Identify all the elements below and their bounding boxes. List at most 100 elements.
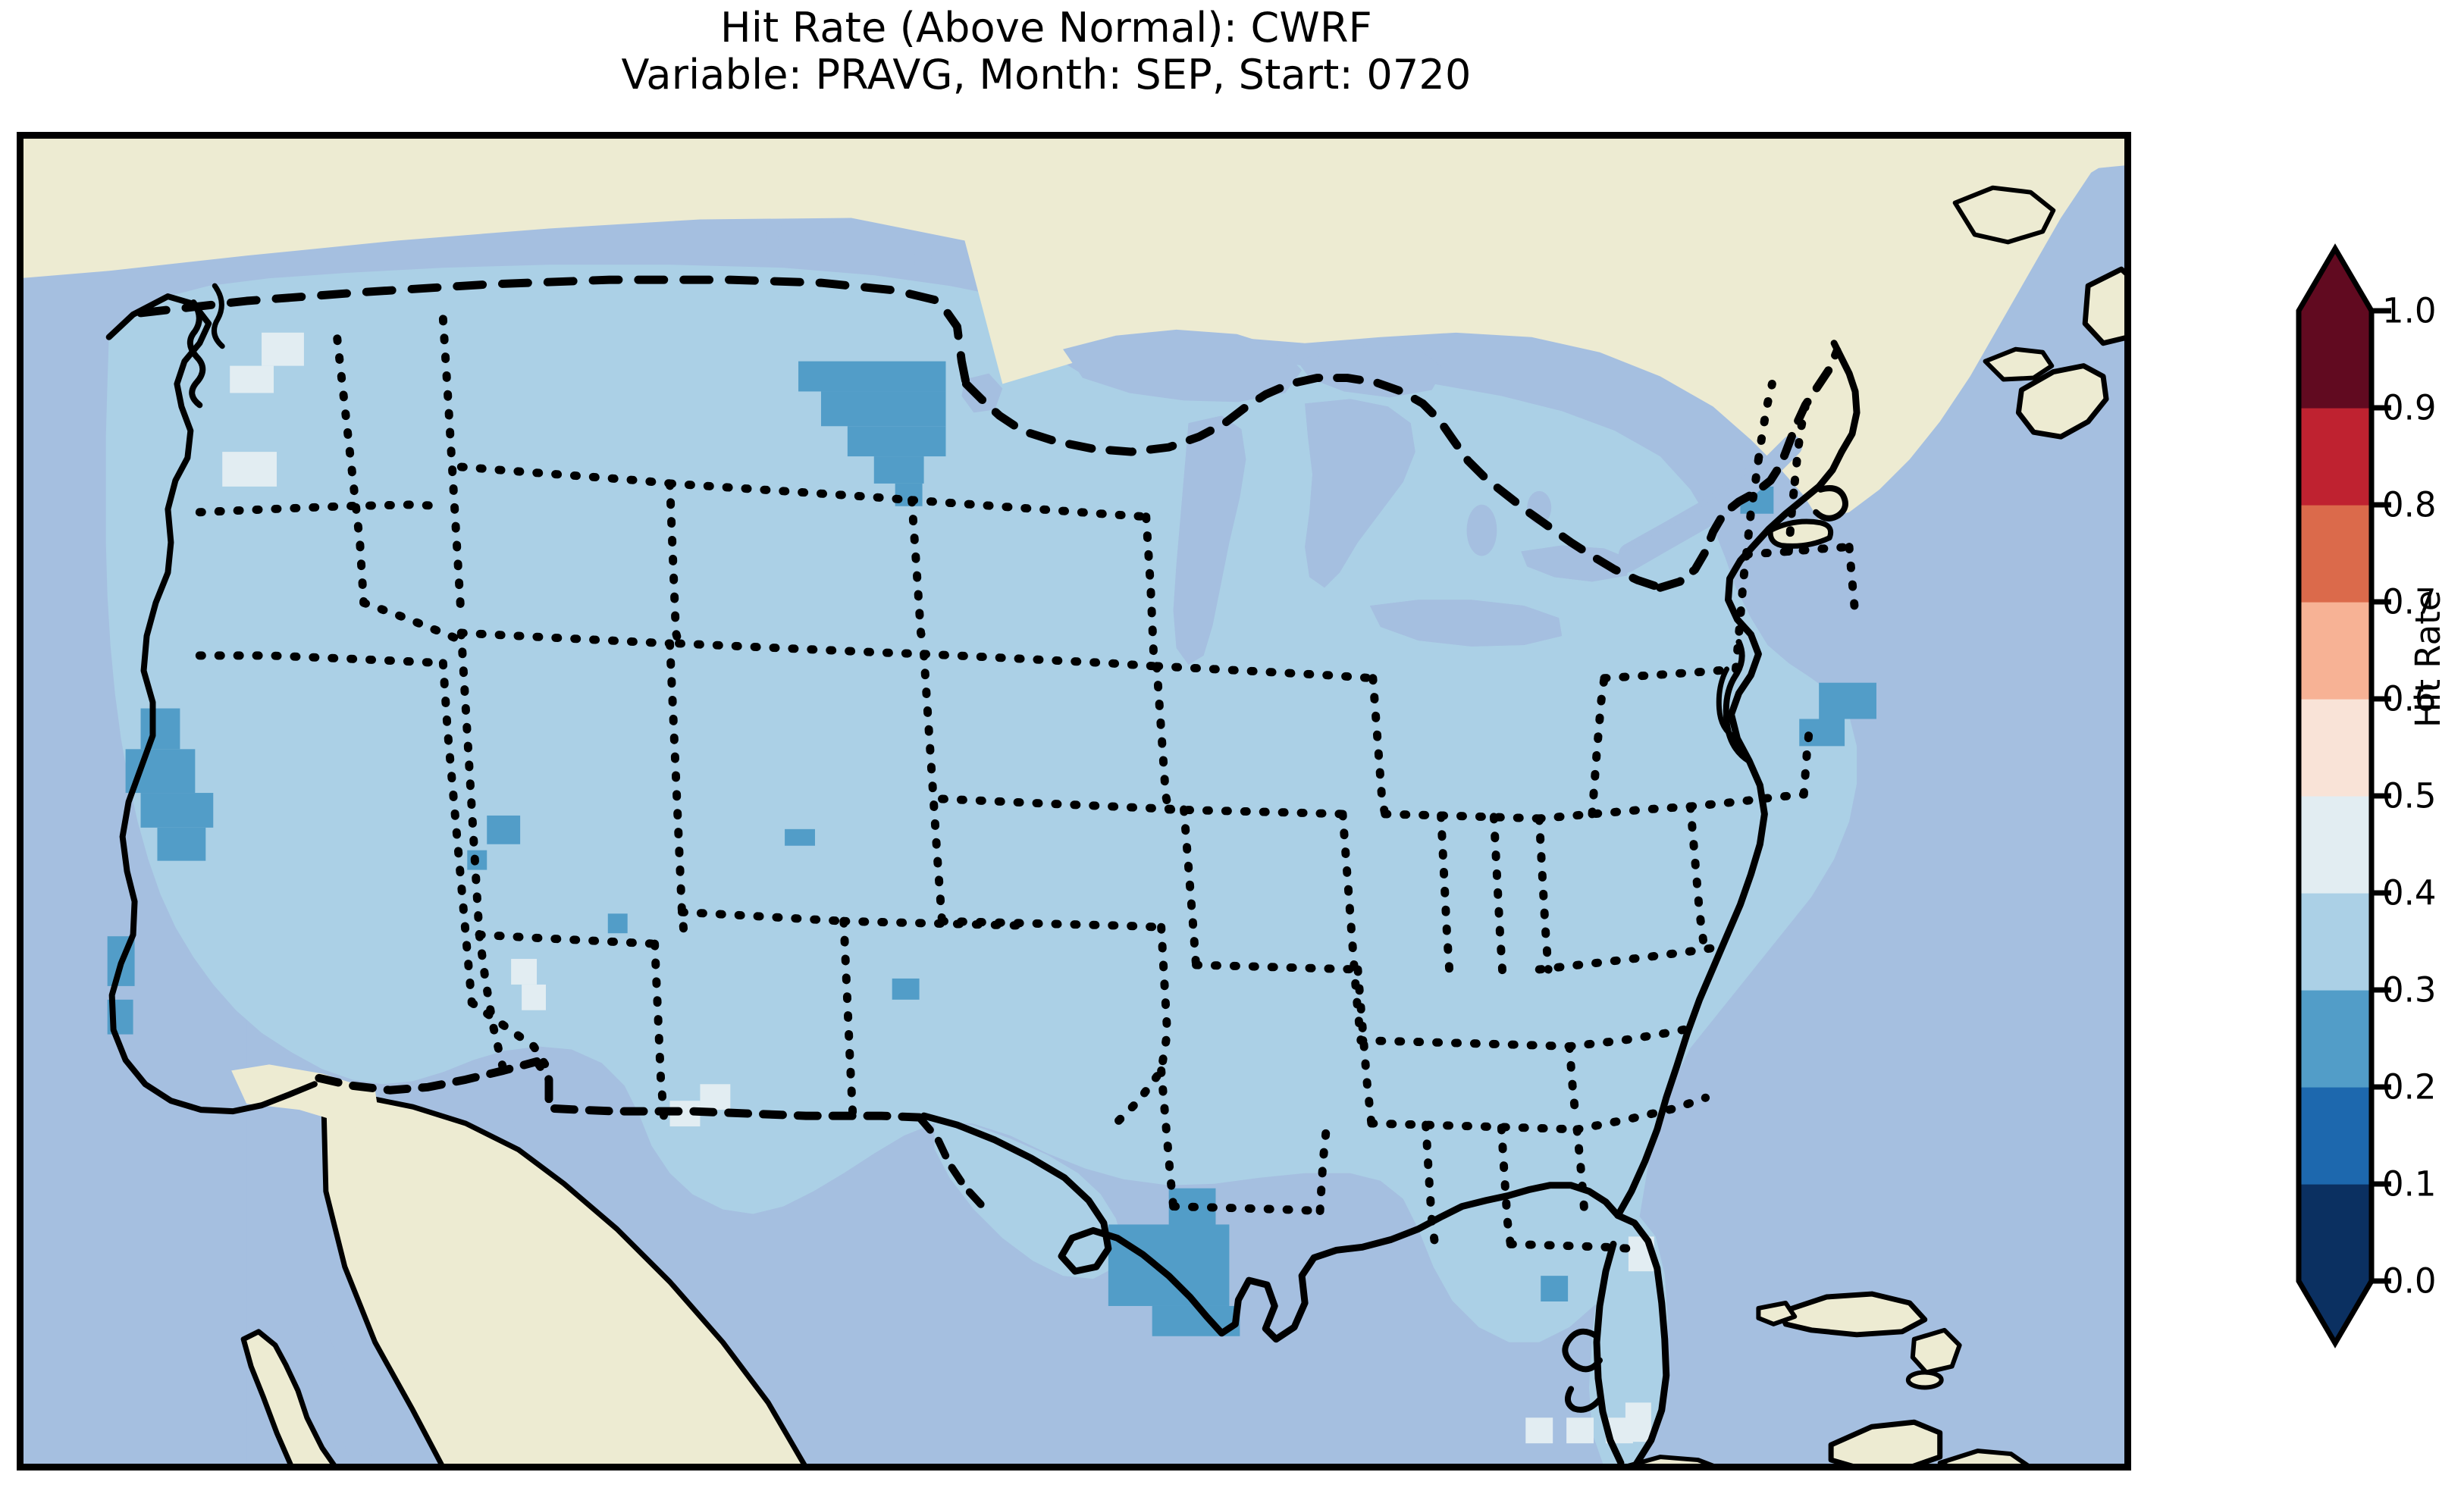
state-ga-fl bbox=[1506, 1239, 1635, 1253]
usa-canada-east-border bbox=[1656, 346, 1842, 592]
mexico-mainland bbox=[321, 1095, 809, 1467]
colorbar-tick-label-0.4: 0.4 bbox=[2382, 872, 2437, 913]
state-nc-va bbox=[1535, 942, 1726, 974]
long-island bbox=[1767, 518, 1834, 549]
state-id-mt bbox=[438, 315, 466, 622]
state-ga-nc-sc bbox=[1565, 1042, 1580, 1120]
state-ia-wi-il bbox=[1368, 674, 1390, 819]
colorbar-tick-label-0.2: 0.2 bbox=[2382, 1066, 2437, 1107]
figure-title: Hit Rate (Above Normal): CWRF Variable: … bbox=[0, 5, 2093, 99]
state-az-ca-se bbox=[475, 930, 508, 1075]
data-cell-az-2 bbox=[522, 984, 547, 1010]
state-ga-sc-w bbox=[1572, 1125, 1589, 1218]
data-cell-norcal-4 bbox=[157, 827, 206, 861]
colorbar-band-0.7-0.8 bbox=[2299, 505, 2372, 603]
colorbar[interactable]: Hit Rate 0.0 0.1 0.2 0.3 0.4 0.5 0.6 0.7 0.8 0.9 1… bbox=[2294, 227, 2461, 1364]
canada-fill-upper bbox=[20, 135, 2128, 520]
data-cell-or-1 bbox=[222, 452, 277, 487]
data-cell-ks-1 bbox=[892, 978, 920, 1000]
state-ok-ar-tx bbox=[1111, 922, 1172, 1128]
state-il-in-oh-n bbox=[1381, 810, 1544, 823]
state-nc-sc-line bbox=[1565, 1023, 1703, 1051]
sea-of-cortez bbox=[285, 1319, 375, 1467]
lake-superior-e-visible bbox=[1302, 344, 1444, 398]
state-mo-il bbox=[1338, 810, 1365, 1045]
baja-peninsula bbox=[240, 1329, 339, 1467]
state-ky-tn-n bbox=[1356, 1036, 1574, 1051]
state-al-ga bbox=[1497, 1123, 1515, 1248]
state-or-ca bbox=[195, 651, 447, 668]
data-cell-nv-1 bbox=[487, 815, 521, 844]
data-cell-wa-2 bbox=[230, 365, 274, 393]
state-az-nm bbox=[650, 939, 669, 1120]
st-lawrence-visible bbox=[1616, 435, 1803, 573]
colorbar-band-0.9-1.0 bbox=[2299, 311, 2372, 409]
mexico-northwest bbox=[231, 1064, 383, 1139]
bahamas-grand bbox=[1778, 1291, 1928, 1338]
data-cell-tx-w1 bbox=[700, 1084, 731, 1110]
state-wv-va-md bbox=[1686, 802, 1709, 951]
state-wy-sd-ne bbox=[908, 496, 929, 648]
state-ks-ne bbox=[938, 794, 1189, 814]
newfoundland-sw bbox=[2082, 266, 2128, 346]
state-ms-la-e bbox=[1315, 1126, 1331, 1216]
puget-sound bbox=[187, 299, 206, 409]
data-cell-ga-1 bbox=[1541, 1276, 1569, 1301]
state-or-nv-id bbox=[359, 598, 466, 645]
cuba-north bbox=[1828, 1419, 1943, 1467]
colorbar-under-arrow bbox=[2299, 1281, 2372, 1343]
state-nm-ok-panhandle bbox=[839, 916, 1030, 930]
title-line-1: Hit Rate (Above Normal): CWRF bbox=[720, 4, 1372, 52]
data-cell-az-1 bbox=[511, 959, 538, 985]
bahamas-abaco bbox=[1910, 1327, 1962, 1375]
map-canvas bbox=[20, 135, 2128, 1467]
state-ar-la-tx bbox=[1157, 1066, 1178, 1211]
data-cell-nd-4 bbox=[873, 456, 924, 484]
maine-coast-line bbox=[1830, 340, 1861, 456]
tampa-bay bbox=[1562, 1328, 1603, 1373]
prince-edward-island bbox=[1983, 346, 2055, 382]
lake-superior-visible bbox=[1063, 329, 1303, 402]
state-ca-nv bbox=[438, 659, 476, 1007]
data-cell-fl-4 bbox=[1566, 1417, 1594, 1444]
state-nm-co bbox=[678, 907, 848, 926]
data-cell-ut-1 bbox=[607, 913, 628, 934]
map-frame-border bbox=[20, 135, 2128, 1467]
colorbar-tick-label-0.1: 0.1 bbox=[2382, 1164, 2437, 1204]
state-ne-sd bbox=[920, 650, 1158, 671]
vancouver-strait bbox=[211, 283, 225, 349]
state-pa-oh-n bbox=[1535, 802, 1695, 823]
data-cell-la-2 bbox=[1108, 1224, 1230, 1306]
rio-grande-border bbox=[915, 1113, 986, 1209]
usa-canada-lakes-border bbox=[961, 374, 1665, 592]
gaspe-peninsula bbox=[1952, 185, 2056, 245]
state-co-ne-ks bbox=[920, 650, 946, 926]
data-cell-nd-2 bbox=[820, 391, 946, 427]
state-me-nh bbox=[1790, 402, 1810, 487]
state-nh-me-w bbox=[1784, 478, 1799, 556]
data-cell-nd-3 bbox=[847, 426, 946, 457]
lake-erie-visible bbox=[1369, 600, 1563, 647]
state-wy-id bbox=[666, 479, 683, 648]
colorbar-band-0.2-0.3 bbox=[2299, 990, 2372, 1088]
colorbar-band-0.4-0.5 bbox=[2299, 796, 2372, 894]
data-cell-nd-1 bbox=[798, 361, 946, 392]
state-ks-ok bbox=[938, 916, 1166, 932]
data-cell-norcal-1 bbox=[140, 708, 180, 750]
data-cell-co-1 bbox=[785, 828, 815, 846]
state-sc-nc-coast bbox=[1572, 1093, 1710, 1134]
colorbar-band-0.0-0.1 bbox=[2299, 1184, 2372, 1282]
state-nj-ny-e bbox=[1799, 719, 1814, 799]
state-pa-nj-md bbox=[1686, 790, 1808, 811]
state-vt-canada bbox=[1754, 380, 1776, 464]
bahamas-west bbox=[1756, 1301, 1798, 1326]
state-tn-ms-al bbox=[1367, 1119, 1582, 1134]
colorbar-band-0.6-0.7 bbox=[2299, 602, 2372, 700]
lake-ontario-visible bbox=[1521, 545, 1630, 582]
colorbar-swatches bbox=[2296, 243, 2391, 1348]
colorbar-tick-label-0.6: 0.6 bbox=[2382, 678, 2437, 719]
georgian-bay-visible bbox=[1468, 506, 1496, 555]
nova-scotia bbox=[2015, 363, 2109, 440]
state-ia-ne-line bbox=[1152, 662, 1174, 814]
